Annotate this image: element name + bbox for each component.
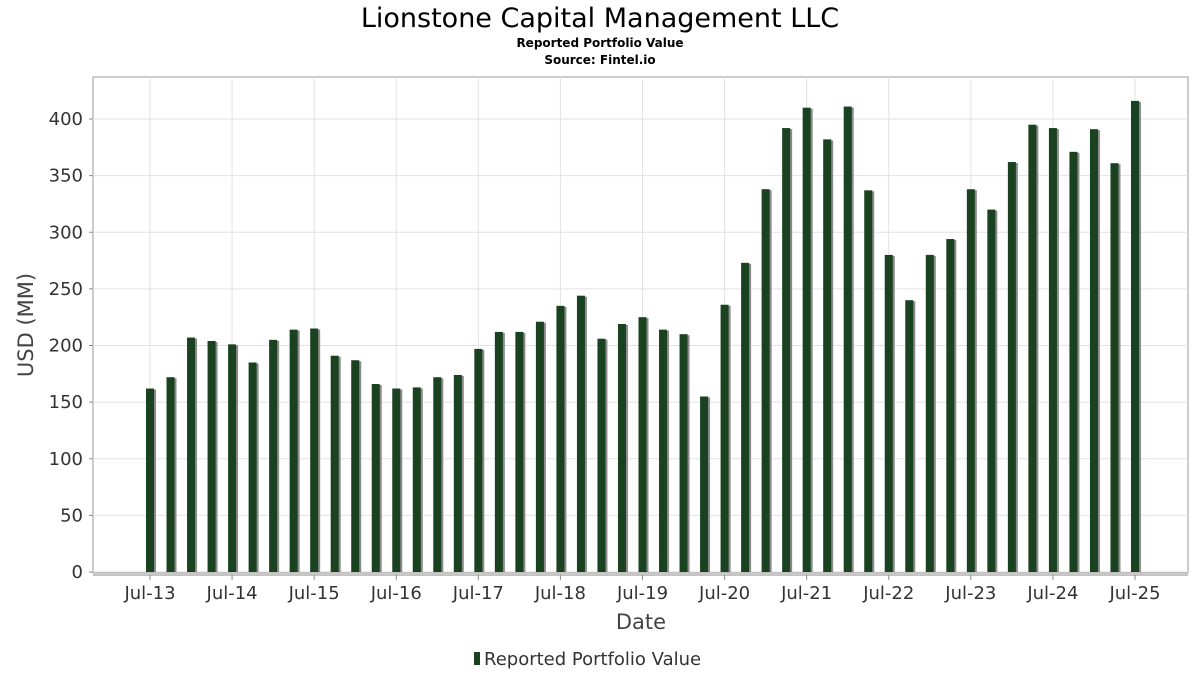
bar (207, 340, 216, 572)
legend-swatch (474, 652, 480, 665)
bar (946, 239, 955, 573)
x-tick-label: Jul-25 (1108, 583, 1160, 604)
bar (679, 334, 688, 572)
bar (494, 331, 503, 572)
bar (146, 388, 154, 572)
y-tick-label: 400 (49, 109, 83, 130)
legend: Reported Portfolio Value (474, 649, 701, 670)
bar (1069, 151, 1078, 572)
bar (371, 384, 380, 572)
bar (987, 209, 996, 572)
bar (659, 329, 668, 572)
bar (720, 304, 729, 572)
bar (823, 139, 832, 572)
x-tick-label: Jul-14 (206, 583, 258, 604)
bar (187, 337, 196, 572)
bar (330, 355, 339, 572)
bar (310, 328, 319, 572)
y-tick-label: 100 (49, 449, 83, 470)
bar (1007, 162, 1016, 572)
legend-label: Reported Portfolio Value (484, 649, 701, 670)
y-tick-label: 200 (49, 336, 83, 357)
y-tick-label: 250 (49, 279, 83, 300)
bar (576, 295, 585, 572)
y-tick-label: 350 (49, 166, 83, 187)
x-tick-label: Jul-22 (862, 583, 914, 604)
bar (905, 300, 914, 572)
bar (1089, 129, 1098, 572)
bar (638, 317, 647, 572)
bar (556, 305, 565, 572)
bar (761, 189, 770, 572)
x-tick-label: Jul-13 (123, 583, 175, 604)
bar (166, 377, 175, 572)
x-tick-label: Jul-23 (944, 583, 996, 604)
bar (617, 323, 626, 572)
x-tick-label: Jul-15 (288, 583, 340, 604)
bar (474, 348, 483, 572)
bar (1131, 100, 1139, 572)
bar (351, 360, 360, 572)
bar (925, 254, 934, 572)
bar (843, 106, 852, 572)
bar (966, 189, 975, 572)
bar (802, 107, 811, 573)
x-tick-label: Jul-17 (452, 583, 504, 604)
bar (700, 396, 709, 572)
x-tick-label: Jul-20 (698, 583, 750, 604)
chart-subtitle: Reported Portfolio Value (516, 36, 683, 50)
bar (782, 128, 791, 572)
chart-title: Lionstone Capital Management LLC (361, 3, 839, 34)
bars-group (146, 100, 1141, 573)
y-tick-label: 50 (60, 505, 83, 526)
bar (248, 362, 257, 572)
bar (535, 321, 544, 572)
bar (1028, 124, 1037, 572)
y-tick-label: 150 (49, 392, 83, 413)
bar (864, 190, 873, 572)
bar (453, 374, 462, 572)
y-axis-label: USD (MM) (14, 273, 38, 377)
x-tick-label: Jul-21 (780, 583, 832, 604)
bar (597, 338, 606, 572)
bar (289, 329, 298, 572)
x-tick-label: Jul-18 (534, 583, 586, 604)
x-tick-label: Jul-24 (1026, 583, 1078, 604)
bar (884, 254, 893, 572)
bar (228, 344, 237, 572)
y-axis-ticks: 0 50 100 150 200 250 300 350 400 (49, 109, 93, 583)
bar (1048, 128, 1057, 572)
bar (433, 377, 442, 572)
y-tick-label: 0 (72, 562, 83, 583)
bar (741, 262, 750, 572)
x-axis-ticks: Jul-13 Jul-14 Jul-15 Jul-16 Jul-17 Jul-18 Jul-… (123, 575, 1161, 604)
bar (515, 331, 524, 572)
x-tick-label: Jul-16 (370, 583, 422, 604)
x-tick-label: Jul-19 (616, 583, 668, 604)
bar (1110, 163, 1119, 573)
bar (392, 388, 401, 572)
y-tick-label: 300 (49, 222, 83, 243)
bar (269, 339, 278, 572)
x-axis-label: Date (616, 610, 666, 634)
chart-source: Source: Fintel.io (544, 53, 655, 67)
bar (412, 387, 421, 572)
